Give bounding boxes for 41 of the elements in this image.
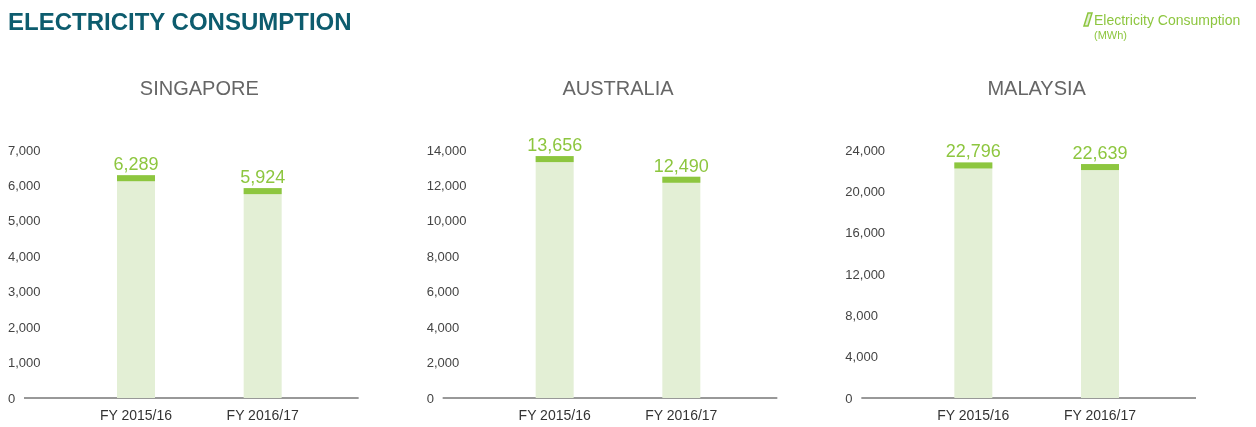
- chart-title: SINGAPORE: [139, 77, 259, 99]
- x-tick-label: FY 2015/16: [937, 407, 1010, 423]
- chart-title: AUSTRALIA: [562, 77, 675, 99]
- legend-label: Electricity Consumption: [1094, 12, 1241, 28]
- text: 22,796: [945, 141, 1001, 162]
- y-tick-label: 8,000: [426, 248, 460, 264]
- x-tick-label: FY 2015/16: [518, 407, 591, 423]
- y-tick-label: 4,000: [845, 349, 878, 365]
- y-tick-label: 24,000: [845, 142, 886, 158]
- y-tick-label: 12,000: [426, 177, 467, 193]
- y-tick-label: 3,000: [8, 284, 41, 300]
- y-tick-label: 6,000: [426, 284, 460, 300]
- y-tick-label: 12,000: [845, 266, 886, 282]
- y-tick-label: 0: [8, 390, 16, 406]
- y-tick-label: 10,000: [426, 213, 467, 229]
- y-tick-label: 0: [426, 390, 434, 406]
- x-tick-label: FY 2016/17: [645, 407, 718, 423]
- y-tick-label: 16,000: [845, 225, 886, 241]
- text: 5,924: [240, 167, 286, 188]
- x-tick-label: FY 2015/16: [99, 407, 173, 423]
- y-tick-label: 8,000: [845, 307, 878, 323]
- text: 12,490: [653, 155, 709, 176]
- y-tick-label: 0: [845, 390, 853, 406]
- x-tick-label: FY 2016/17: [1063, 407, 1137, 423]
- y-tick-label: 4,000: [8, 248, 41, 264]
- y-tick-label: 6,000: [8, 177, 41, 193]
- x-tick-label: FY 2016/17: [226, 407, 299, 423]
- y-tick-label: 1,000: [8, 355, 41, 371]
- text: 13,656: [527, 135, 583, 156]
- y-tick-label: 14,000: [426, 142, 467, 158]
- y-tick-label: 2,000: [426, 355, 460, 371]
- y-tick-label: 5,000: [8, 213, 41, 229]
- legend-title: (MWh): [1094, 29, 1127, 41]
- y-tick-label: 7,000: [8, 142, 41, 158]
- y-tick-label: 4,000: [426, 319, 460, 335]
- text: 22,639: [1072, 143, 1128, 164]
- y-tick-label: 20,000: [845, 183, 886, 199]
- text: 6,289: [113, 154, 159, 175]
- y-tick-label: 2,000: [8, 319, 41, 335]
- text: ELECTRICITY CONSUMPTION: [8, 8, 352, 35]
- chart-title: MALAYSIA: [987, 77, 1087, 99]
